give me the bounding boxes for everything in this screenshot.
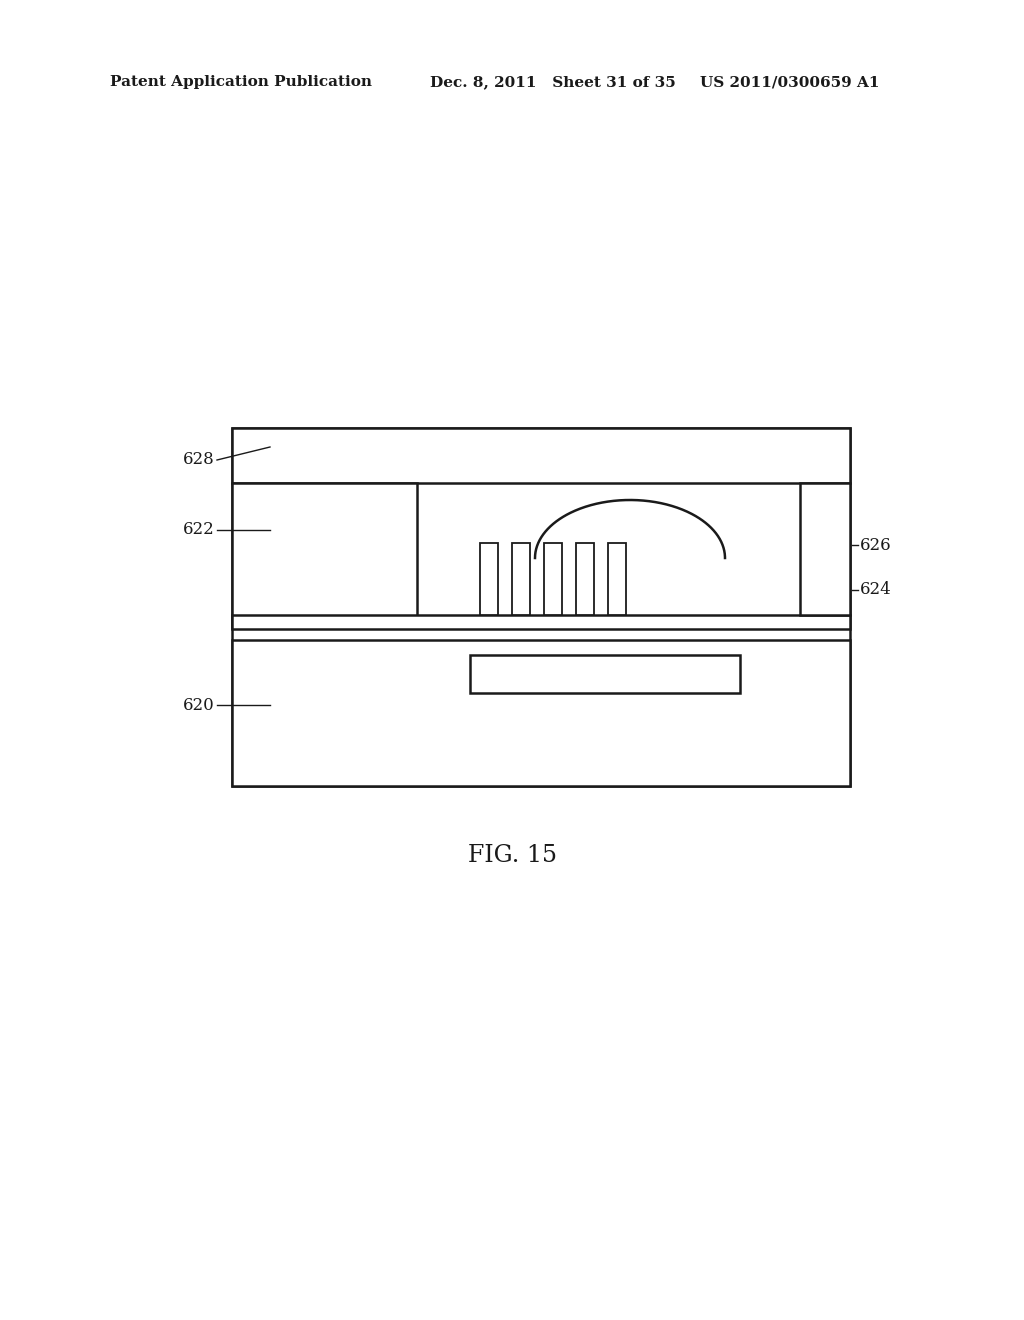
- Text: 626: 626: [860, 536, 892, 553]
- Bar: [480, 543, 498, 615]
- Bar: [512, 543, 530, 615]
- Text: US 2011/0300659 A1: US 2011/0300659 A1: [700, 75, 880, 88]
- Text: Dec. 8, 2011   Sheet 31 of 35: Dec. 8, 2011 Sheet 31 of 35: [430, 75, 676, 88]
- Bar: [232, 615, 850, 630]
- Bar: [608, 543, 626, 615]
- Text: 620: 620: [183, 697, 215, 714]
- Text: 628: 628: [183, 451, 215, 469]
- Bar: [575, 543, 594, 615]
- Bar: [232, 483, 417, 628]
- Bar: [470, 655, 740, 693]
- Text: FIG. 15: FIG. 15: [468, 843, 556, 866]
- Bar: [232, 640, 850, 785]
- Bar: [544, 543, 562, 615]
- Text: Patent Application Publication: Patent Application Publication: [110, 75, 372, 88]
- Bar: [800, 483, 850, 615]
- Text: 624: 624: [860, 582, 892, 598]
- Bar: [232, 428, 850, 785]
- Text: 622: 622: [183, 521, 215, 539]
- Bar: [232, 428, 850, 483]
